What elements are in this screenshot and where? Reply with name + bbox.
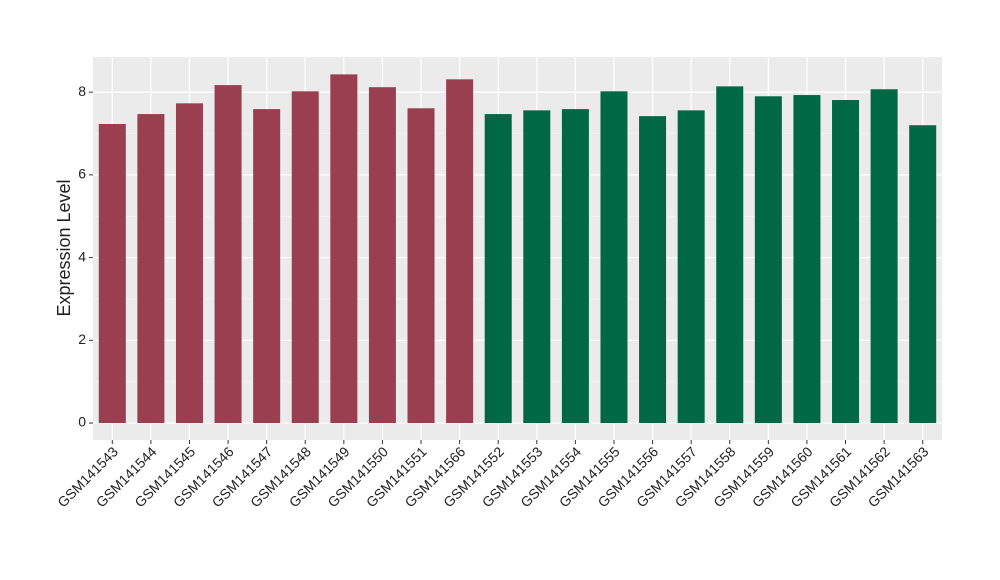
bar	[98, 124, 126, 424]
bar	[368, 87, 396, 424]
bar	[523, 110, 551, 424]
bar	[407, 108, 435, 424]
bar	[754, 96, 782, 424]
bar	[446, 79, 474, 424]
bar	[253, 109, 281, 424]
bar	[600, 91, 628, 424]
bar	[484, 114, 512, 424]
bar	[716, 86, 744, 424]
bar	[291, 91, 319, 424]
y-axis-label: Expression Level	[54, 179, 74, 316]
y-tick-label: 2	[78, 331, 86, 347]
bar	[639, 116, 667, 424]
bar	[330, 74, 358, 424]
bar	[870, 89, 898, 424]
bar	[677, 110, 705, 424]
y-tick-label: 8	[78, 83, 86, 99]
y-tick-label: 4	[78, 248, 86, 264]
bar	[793, 95, 821, 424]
bar	[214, 85, 242, 424]
bar	[832, 100, 860, 424]
bar	[561, 109, 589, 424]
bar	[909, 125, 937, 424]
bar	[137, 114, 165, 424]
bar	[175, 103, 203, 424]
y-tick-label: 0	[78, 414, 86, 430]
y-tick-label: 6	[78, 166, 86, 182]
